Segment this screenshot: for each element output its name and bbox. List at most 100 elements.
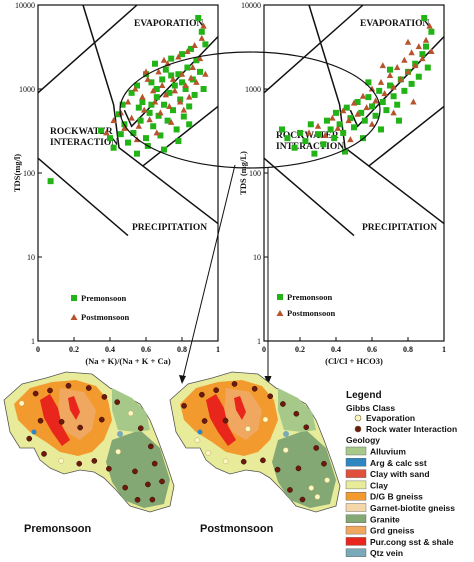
- y-tick-label: 100: [23, 169, 35, 178]
- point-premonsoon: [369, 103, 375, 110]
- callout-ellipse: [119, 51, 381, 169]
- x-tick-label: 0.2: [295, 345, 305, 354]
- point-postmonsoon: [202, 70, 209, 77]
- sample-rock-water: [213, 387, 220, 394]
- sample-rock-water: [37, 417, 44, 424]
- geology-legend-swatch: [345, 525, 367, 535]
- point-premonsoon: [387, 82, 393, 89]
- sample-evaporation: [194, 437, 201, 444]
- sample-rock-water: [321, 460, 327, 467]
- point-postmonsoon: [117, 109, 124, 116]
- sample-evaporation: [127, 410, 134, 417]
- point-premonsoon: [173, 126, 180, 133]
- point-premonsoon: [171, 82, 178, 89]
- x-tick-label: 0.4: [105, 345, 115, 354]
- legend: Premonsoon Postmonsoon: [276, 292, 335, 318]
- point-premonsoon: [155, 112, 162, 119]
- y-tick-label: 1000: [245, 85, 261, 94]
- point-premonsoon: [354, 99, 361, 106]
- point-postmonsoon: [359, 92, 367, 99]
- zone-label-interaction: INTERACTION: [50, 138, 118, 148]
- sample-rock-water: [91, 458, 98, 464]
- geology-qtz-vein: [117, 431, 123, 437]
- legend-label-postmonsoon: Postmonsoon: [81, 312, 129, 322]
- geology-alluvium: [112, 388, 150, 432]
- legend-marker-postmonsoon: [276, 310, 284, 316]
- point-postmonsoon: [408, 49, 415, 56]
- gibbs-plot-anion: 1 10 100 1000 10000 0 0.2 0.4 0.6 0.8 1 EVAPORATIO…: [238, 1, 446, 366]
- geology-legend-label: Pur.cong sst & shale: [370, 537, 454, 547]
- point-postmonsoon: [121, 124, 128, 131]
- point-premonsoon: [378, 126, 384, 133]
- zone-label-rockwater: ROCKWATER: [50, 127, 113, 137]
- sample-rock-water: [299, 496, 306, 503]
- point-postmonsoon: [159, 82, 166, 89]
- point-postmonsoon: [404, 68, 412, 75]
- point-postmonsoon: [354, 110, 361, 117]
- gibbs-boundary-0: [263, 4, 364, 94]
- point-postmonsoon: [379, 62, 386, 69]
- point-premonsoon: [336, 121, 343, 128]
- point-postmonsoon: [415, 43, 422, 50]
- point-premonsoon: [197, 68, 203, 75]
- gibbs-boundary-1: [82, 4, 219, 225]
- point-premonsoon: [130, 129, 137, 136]
- axis-ticks: 1 10 100 1000 10000 0 0.2 0.4 0.6 0.8 1: [241, 1, 446, 354]
- y-tick-label: 100: [249, 169, 261, 178]
- point-postmonsoon: [200, 22, 207, 29]
- point-premonsoon: [162, 66, 169, 73]
- point-postmonsoon: [329, 114, 336, 121]
- geology-legend-swatch: [345, 446, 367, 456]
- x-tick-label: 0: [36, 345, 40, 354]
- gibbs-boundary-4: [349, 36, 445, 128]
- point-premonsoon: [358, 109, 365, 116]
- geology-legend-label: Arg & calc sst: [370, 458, 427, 468]
- point-premonsoon: [137, 117, 144, 124]
- point-premonsoon: [311, 150, 318, 157]
- y-tick-label: 10: [253, 253, 261, 262]
- gibbs-boundary-3: [141, 105, 219, 167]
- sample-rock-water: [145, 481, 151, 488]
- point-premonsoon: [297, 129, 303, 136]
- point-postmonsoon: [180, 106, 187, 113]
- point-premonsoon: [110, 144, 117, 151]
- sample-rock-water: [32, 390, 39, 397]
- point-postmonsoon: [186, 93, 193, 100]
- sample-rock-water: [201, 418, 208, 424]
- y-axis-label: TDS(mg/l): [12, 154, 22, 192]
- point-premonsoon: [361, 117, 368, 124]
- zone-label-evaporation: EVAPORATION: [134, 19, 203, 29]
- sample-rock-water: [147, 443, 154, 450]
- sample-rock-water: [251, 385, 258, 392]
- point-postmonsoon: [345, 117, 352, 124]
- point-premonsoon: [408, 80, 415, 87]
- map-postmonsoon: Postmonsoon: [169, 371, 341, 535]
- sample-rock-water: [65, 382, 72, 389]
- point-postmonsoon: [340, 107, 347, 114]
- point-premonsoon: [168, 55, 175, 62]
- geology-legend-swatch: [345, 458, 367, 467]
- point-premonsoon: [372, 112, 379, 119]
- point-premonsoon: [195, 15, 202, 22]
- arrowhead-right: [264, 376, 272, 385]
- gibbs-boundary-3: [367, 105, 445, 167]
- point-postmonsoon: [189, 64, 196, 71]
- point-premonsoon: [153, 86, 160, 92]
- point-premonsoon: [327, 126, 334, 133]
- point-premonsoon: [342, 148, 348, 155]
- geology-legend-swatch: [345, 514, 367, 523]
- sample-evaporation: [314, 493, 321, 500]
- point-postmonsoon: [153, 129, 160, 136]
- sample-rock-water: [149, 496, 156, 503]
- map-title-premonsoon: Premonsoon: [24, 523, 92, 535]
- sample-rock-water: [26, 435, 33, 442]
- point-premonsoon: [135, 104, 142, 111]
- plot-frame: [263, 4, 445, 342]
- point-premonsoon: [119, 101, 126, 108]
- point-postmonsoon: [404, 38, 412, 45]
- x-tick-label: 0.8: [177, 345, 187, 354]
- point-premonsoon: [379, 99, 386, 106]
- point-postmonsoon: [350, 99, 358, 106]
- point-premonsoon: [148, 101, 155, 108]
- sample-evaporation: [18, 400, 25, 407]
